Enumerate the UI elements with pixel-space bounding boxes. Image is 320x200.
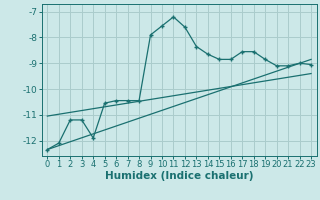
X-axis label: Humidex (Indice chaleur): Humidex (Indice chaleur): [105, 171, 253, 181]
